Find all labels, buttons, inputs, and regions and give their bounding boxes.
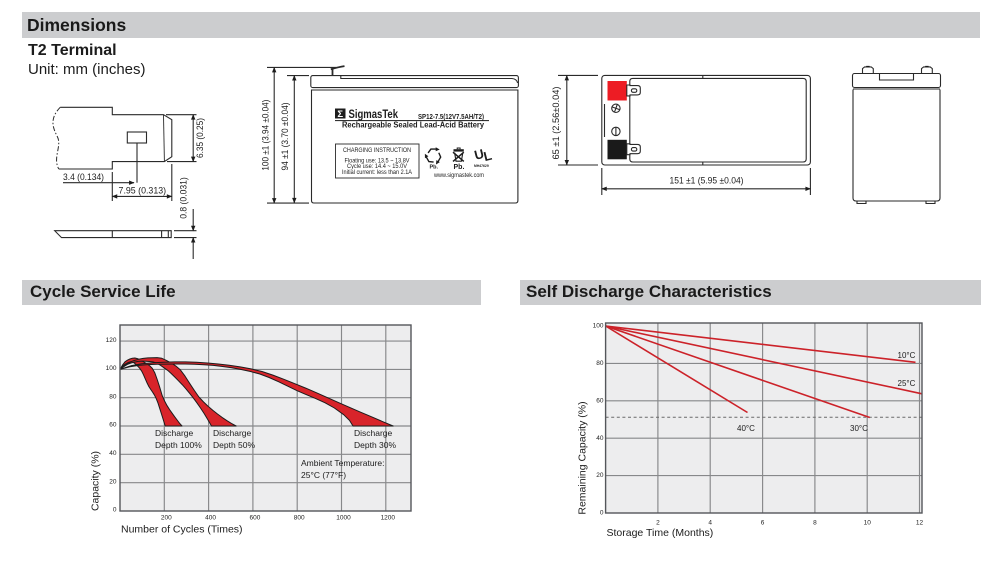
svg-text:Pb.: Pb. [430, 164, 439, 170]
svg-text:8: 8 [813, 520, 817, 527]
svg-text:4: 4 [708, 520, 712, 527]
svg-text:25°C (77°F): 25°C (77°F) [301, 470, 346, 480]
svg-text:3.4 (0.134): 3.4 (0.134) [63, 172, 104, 183]
svg-text:1200: 1200 [381, 515, 396, 522]
svg-text:80: 80 [596, 360, 604, 367]
svg-text:2: 2 [656, 520, 660, 527]
svg-text:200: 200 [161, 515, 172, 522]
svg-text:Σ: Σ [337, 109, 343, 120]
svg-text:Ambient Temperature:: Ambient Temperature: [301, 458, 384, 468]
svg-text:10°C: 10°C [898, 351, 916, 360]
svg-text:Depth 100%: Depth 100% [155, 440, 202, 450]
svg-text:Initial current: less than 2.1: Initial current: less than 2.1A [342, 169, 413, 176]
svg-text:Discharge: Discharge [354, 428, 393, 438]
svg-text:Discharge: Discharge [213, 428, 252, 438]
svg-text:1000: 1000 [336, 515, 351, 522]
svg-text:Capacity (%): Capacity (%) [89, 451, 101, 511]
svg-text:151 ±1 (5.95 ±0.04): 151 ±1 (5.95 ±0.04) [670, 176, 744, 187]
svg-text:40: 40 [109, 450, 117, 457]
svg-text:Depth 30%: Depth 30% [354, 440, 396, 450]
svg-text:94 ±1 (3.70 ±0.04): 94 ±1 (3.70 ±0.04) [280, 103, 291, 171]
svg-text:CHARGING INSTRUCTION: CHARGING INSTRUCTION [343, 147, 411, 154]
svg-text:Cycle use: 14.4 ~ 15.0V: Cycle use: 14.4 ~ 15.0V [347, 163, 408, 170]
svg-text:L: L [482, 148, 493, 164]
svg-text:Rechargeable Sealed Lead-Acid: Rechargeable Sealed Lead-Acid Battery [342, 121, 485, 130]
svg-text:Storage Time (Months): Storage Time (Months) [607, 527, 714, 539]
svg-text:600: 600 [249, 515, 260, 522]
svg-text:Discharge: Discharge [155, 428, 194, 438]
svg-text:0.8 (0.031): 0.8 (0.031) [179, 177, 190, 219]
svg-text:120: 120 [106, 337, 117, 344]
svg-text:80: 80 [109, 393, 117, 400]
svg-text:Pb.: Pb. [454, 164, 465, 171]
svg-text:6: 6 [761, 520, 765, 527]
svg-text:100: 100 [106, 365, 117, 372]
svg-text:25°C: 25°C [898, 379, 916, 388]
svg-text:60: 60 [596, 397, 604, 404]
svg-text:Number of Cycles (Times): Number of Cycles (Times) [121, 524, 243, 536]
svg-text:Depth 50%: Depth 50% [213, 440, 255, 450]
svg-text:40: 40 [596, 435, 604, 442]
svg-text:800: 800 [294, 515, 305, 522]
svg-text:60: 60 [109, 422, 117, 429]
svg-text:MH47629: MH47629 [474, 164, 489, 168]
svg-text:40°C: 40°C [737, 424, 755, 433]
svg-text:10: 10 [864, 520, 872, 527]
svg-text:www.sigmastek.com: www.sigmastek.com [433, 172, 484, 179]
svg-text:20: 20 [596, 472, 604, 479]
svg-text:20: 20 [109, 478, 117, 485]
svg-text:SigmasTek: SigmasTek [349, 109, 399, 121]
svg-text:12: 12 [916, 520, 924, 527]
svg-text:Floating use: 13.5 ~ 13.8V: Floating use: 13.5 ~ 13.8V [345, 157, 411, 164]
svg-text:0: 0 [113, 507, 117, 514]
svg-text:100 ±1 (3.94 ±0.04): 100 ±1 (3.94 ±0.04) [260, 100, 271, 171]
svg-text:SP12-7.5(12V7.5AH/T2): SP12-7.5(12V7.5AH/T2) [418, 112, 484, 121]
svg-text:100: 100 [593, 323, 604, 330]
svg-text:65 ±1 (2.56±0.04): 65 ±1 (2.56±0.04) [551, 87, 562, 160]
svg-text:30°C: 30°C [850, 424, 868, 433]
svg-text:U: U [473, 146, 486, 163]
svg-text:Remaining Capacity (%): Remaining Capacity (%) [577, 401, 589, 514]
svg-text:0: 0 [600, 510, 604, 517]
svg-text:400: 400 [205, 515, 216, 522]
svg-text:6.35 (0.25): 6.35 (0.25) [195, 118, 206, 158]
svg-text:7.95 (0.313): 7.95 (0.313) [119, 186, 167, 197]
